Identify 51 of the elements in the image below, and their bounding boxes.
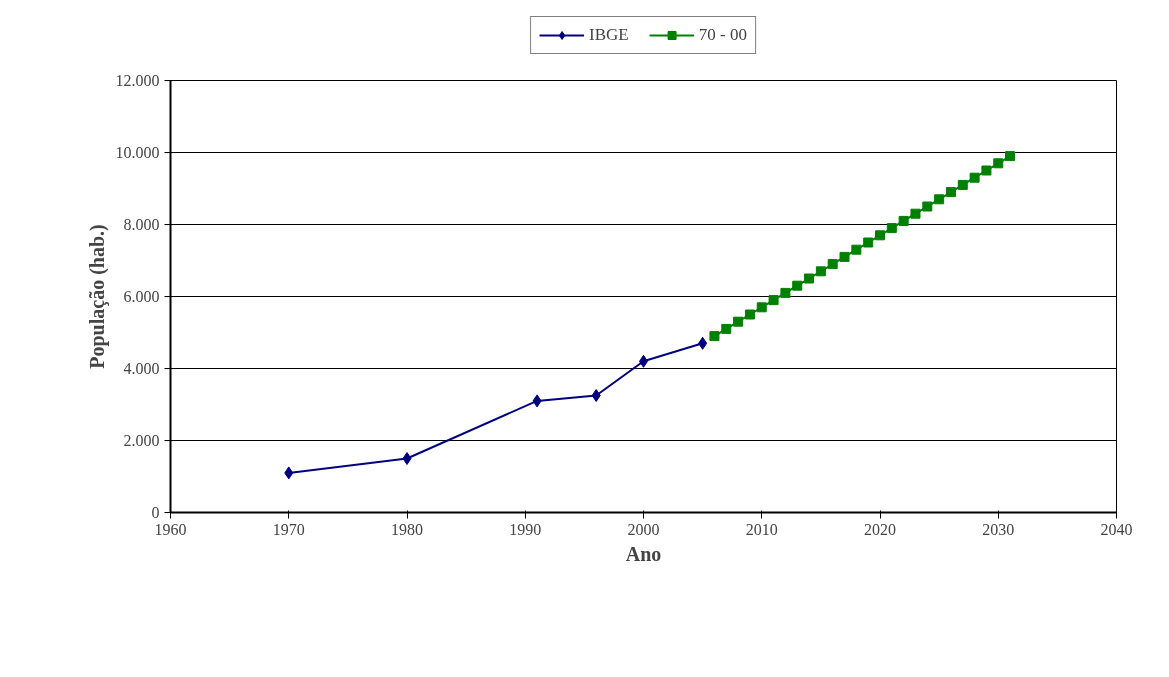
point [863,237,874,248]
point [402,452,412,465]
y-tick-label: 6.000 [123,288,160,305]
y-tick-label: 10.000 [115,144,160,161]
point [709,331,720,342]
point [532,394,542,408]
point [744,309,755,320]
point [733,316,744,327]
y-tick-label: 2.000 [123,432,160,449]
point [827,259,838,270]
point [1005,151,1016,162]
point [910,208,921,219]
point [721,323,732,334]
point [922,201,933,212]
point [698,336,708,350]
legend-label: 70 - 00 [698,25,747,45]
point [284,466,294,480]
point [969,172,980,183]
point [851,244,862,255]
y-axis-title: População (hab.) [85,224,109,369]
point [804,273,815,284]
point [934,194,945,205]
point [898,215,909,226]
point [957,179,968,190]
point [993,158,1004,169]
point [945,187,956,198]
y-tick-label: 0 [151,504,160,521]
point [591,389,601,402]
y-tick-label: 4.000 [123,360,160,377]
point [792,280,803,291]
point [839,251,850,262]
x-axis-title: Ano [625,542,662,565]
x-tick-label: 2020 [864,520,896,538]
x-tick-label: 1960 [154,520,187,538]
point [768,295,779,306]
point [780,287,791,298]
legend-label: IBGE [589,25,629,45]
point [815,266,826,277]
x-tick-label: 1990 [509,520,542,538]
point [875,230,885,241]
x-tick-label: 2000 [627,520,660,538]
point [981,165,992,176]
x-tick-label: 1980 [391,520,423,538]
point [886,223,897,234]
y-tick-label: 12.000 [115,72,160,89]
x-tick-label: 2030 [982,520,1015,538]
x-tick-label: 2010 [745,520,778,538]
x-tick-label: 1970 [272,520,305,538]
y-tick-label: 8.000 [123,216,160,233]
point [756,302,767,313]
x-tick-label: 2040 [1100,520,1133,538]
